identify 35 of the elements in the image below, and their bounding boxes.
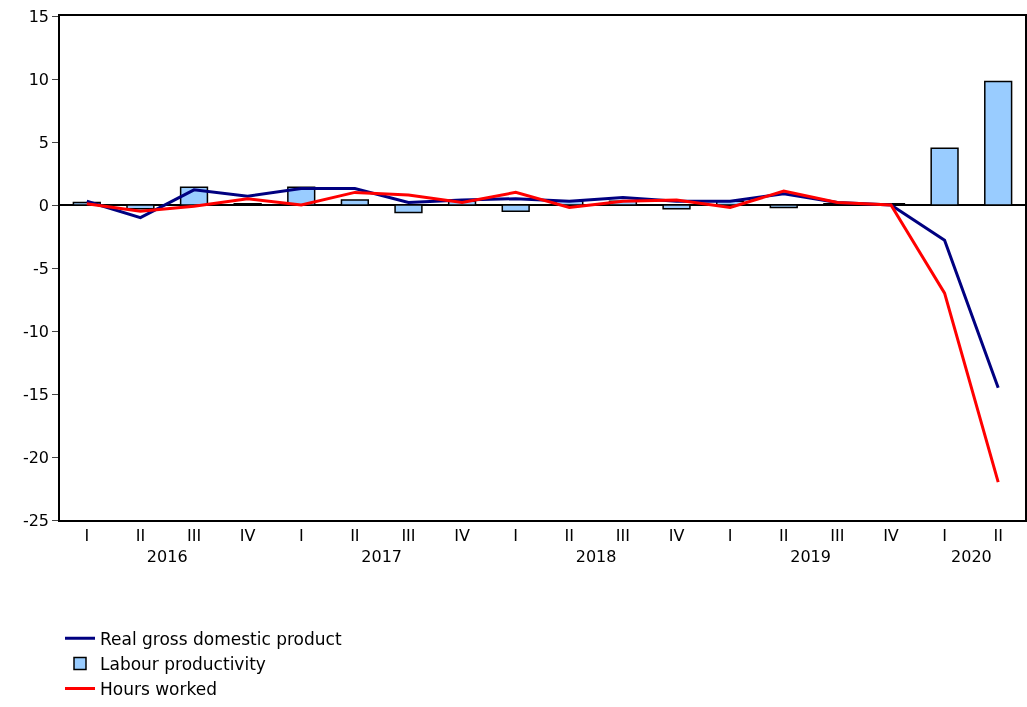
y-tick-label: 5	[38, 132, 50, 152]
legend-label: Real gross domestic product	[100, 628, 342, 649]
category-label: II	[993, 525, 1003, 545]
category-label: II	[779, 525, 789, 545]
category-label: 2017	[361, 546, 403, 566]
category-label: III	[830, 525, 845, 545]
category-label: IV	[883, 525, 899, 545]
y-tick-label: 10	[28, 69, 50, 89]
legend-label: Hours worked	[100, 679, 217, 700]
category-label: 2020	[951, 546, 992, 566]
y-tick-label: -25	[22, 510, 50, 530]
category-label: 2019	[790, 546, 831, 566]
category-label: I	[298, 525, 304, 545]
category-label: I	[727, 525, 733, 545]
y-tick-label: -15	[22, 384, 50, 404]
category-label: IV	[239, 525, 256, 545]
category-label: II	[564, 525, 575, 545]
legend-label: Labour productivity	[100, 654, 266, 675]
category-label: I	[513, 525, 519, 545]
category-label: IV	[454, 525, 470, 545]
category-label: 2018	[575, 546, 617, 566]
y-tick-label: 15	[28, 6, 50, 26]
y-tick-label: 0	[38, 195, 50, 215]
category-label: III	[615, 525, 630, 545]
y-tick-label: -20	[22, 447, 50, 467]
category-label: 2016	[146, 546, 188, 566]
category-label: I	[84, 525, 90, 545]
category-label: II	[350, 525, 360, 545]
y-tick-label: -10	[22, 321, 50, 341]
category-label: IV	[668, 525, 685, 545]
category-label: II	[135, 525, 146, 545]
category-label: III	[186, 525, 202, 545]
category-label: I	[942, 525, 947, 545]
y-tick-label: -5	[33, 258, 50, 278]
category-label: III	[401, 525, 416, 545]
